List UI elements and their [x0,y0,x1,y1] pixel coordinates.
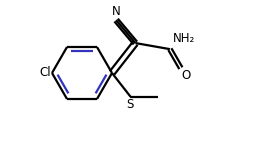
Text: S: S [126,98,133,111]
Text: NH₂: NH₂ [173,32,195,45]
Text: O: O [182,69,191,82]
Text: N: N [112,5,121,18]
Text: Cl: Cl [39,66,51,80]
